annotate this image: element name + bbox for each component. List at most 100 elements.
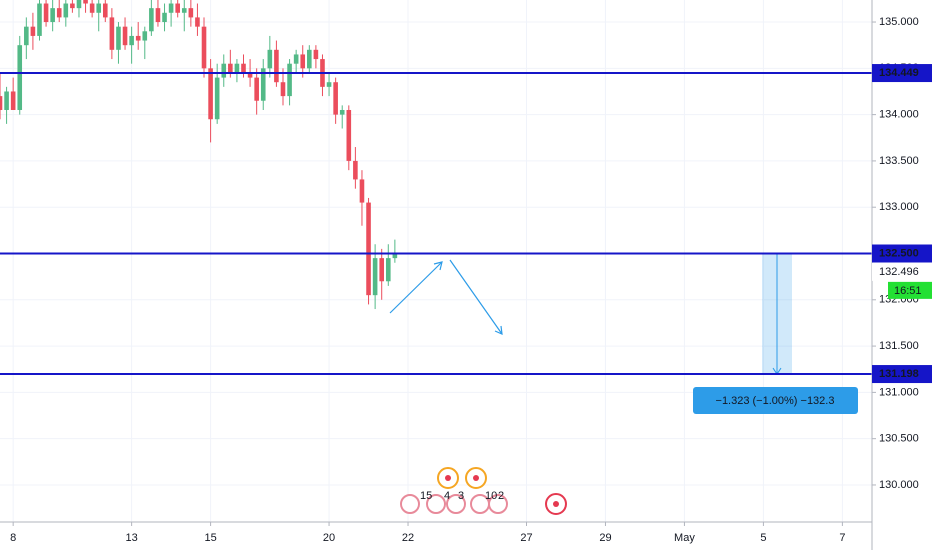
candle-body [116, 26, 121, 50]
y-tick-label: 133.000 [879, 201, 919, 213]
candle-body [155, 8, 161, 23]
candle-body [313, 49, 319, 60]
x-tick-label: 15 [204, 532, 216, 544]
x-tick-label: 29 [599, 532, 611, 544]
event-count: 3 [458, 490, 464, 502]
measure-label-box [693, 387, 858, 415]
candle-body [201, 26, 207, 69]
candle-body [4, 91, 9, 110]
x-tick-label: 7 [839, 532, 845, 544]
event-icon [488, 494, 508, 514]
countdown-box [888, 281, 932, 299]
candle-body [247, 72, 253, 78]
x-tick-label: May [674, 532, 695, 544]
y-tick-label: 133.500 [879, 155, 919, 167]
candle-body [175, 3, 180, 13]
y-tick-label: 130.500 [879, 433, 919, 445]
last-price-box [872, 262, 932, 281]
event-dot [473, 475, 479, 481]
candle-body [188, 8, 194, 18]
last-price-label: 132.496 [879, 266, 919, 278]
candle-body [142, 31, 148, 41]
candle-body [392, 253, 398, 259]
level-label-box [872, 365, 932, 384]
arrow-head [433, 261, 443, 271]
candle-body [280, 82, 286, 97]
candle-body [234, 63, 240, 73]
x-tick-label: 22 [402, 532, 414, 544]
candle-body [241, 63, 246, 73]
event-icon [446, 494, 466, 514]
events: 15 4 3 10 2 [400, 467, 567, 515]
candle-body [287, 63, 292, 97]
x-tick-label: 5 [760, 532, 766, 544]
candle-body [339, 109, 345, 115]
event-count: 4 [444, 490, 450, 502]
candle-body [228, 63, 233, 73]
candle-body [129, 35, 134, 46]
level-label: 132.500 [879, 247, 919, 259]
candle-body [168, 3, 174, 13]
countdown: 16:51 [894, 285, 922, 297]
level-label-box [872, 244, 932, 263]
level-label: 131.198 [879, 368, 919, 380]
candle-body [293, 54, 299, 64]
event-icon [400, 494, 420, 514]
candle-body [83, 0, 88, 4]
y-tick-label: 134.000 [879, 109, 919, 121]
candle-body [135, 35, 141, 41]
event-count: 10 [485, 490, 497, 502]
arrow-down [449, 259, 503, 335]
candle-body [96, 3, 102, 13]
candle-body [195, 17, 200, 27]
arrow-up [389, 261, 443, 314]
event-dot [553, 501, 559, 507]
candle-body [353, 160, 358, 180]
candle-body [24, 26, 29, 46]
candle-body [76, 0, 82, 9]
x-tick-label: 13 [125, 532, 137, 544]
candle-body [260, 68, 266, 101]
candle-body [43, 3, 49, 23]
candle-body [385, 258, 391, 282]
candle-body [221, 63, 227, 78]
candle-body [10, 91, 16, 110]
candle-body [63, 3, 69, 18]
candle-body [300, 54, 306, 69]
level-label-box [872, 64, 932, 83]
drawings [389, 259, 503, 335]
event-dot [445, 475, 451, 481]
candle-body [254, 77, 259, 101]
candle-body [122, 26, 128, 46]
candle-body [359, 179, 365, 203]
candle-body [372, 258, 378, 296]
x-tick-label: 27 [520, 532, 532, 544]
y-tick-label: 130.000 [879, 479, 919, 491]
x-tick-label: 8 [10, 532, 16, 544]
candle-body [274, 49, 279, 83]
event-count: 15 [420, 490, 432, 502]
candle-body [0, 96, 3, 110]
y-tick-label: 131.000 [879, 386, 919, 398]
plot: −1.323 (−1.00%) −132.3 [0, 0, 872, 415]
candle-body [162, 12, 167, 23]
candle-body [56, 8, 62, 18]
candle-body [181, 8, 187, 13]
candle-body [214, 77, 220, 120]
event-icon [426, 494, 446, 514]
candle-body [267, 49, 273, 69]
arrow-head [494, 325, 503, 335]
y-tick-label: 131.500 [879, 340, 919, 352]
level-label: 134.449 [879, 67, 919, 79]
candle-body [102, 3, 108, 18]
candle-body [89, 3, 95, 13]
x-tick-label: 20 [323, 532, 335, 544]
candle-body [50, 8, 55, 23]
candle-body [208, 68, 213, 120]
candle-body [333, 82, 338, 115]
candle-body [307, 49, 312, 69]
